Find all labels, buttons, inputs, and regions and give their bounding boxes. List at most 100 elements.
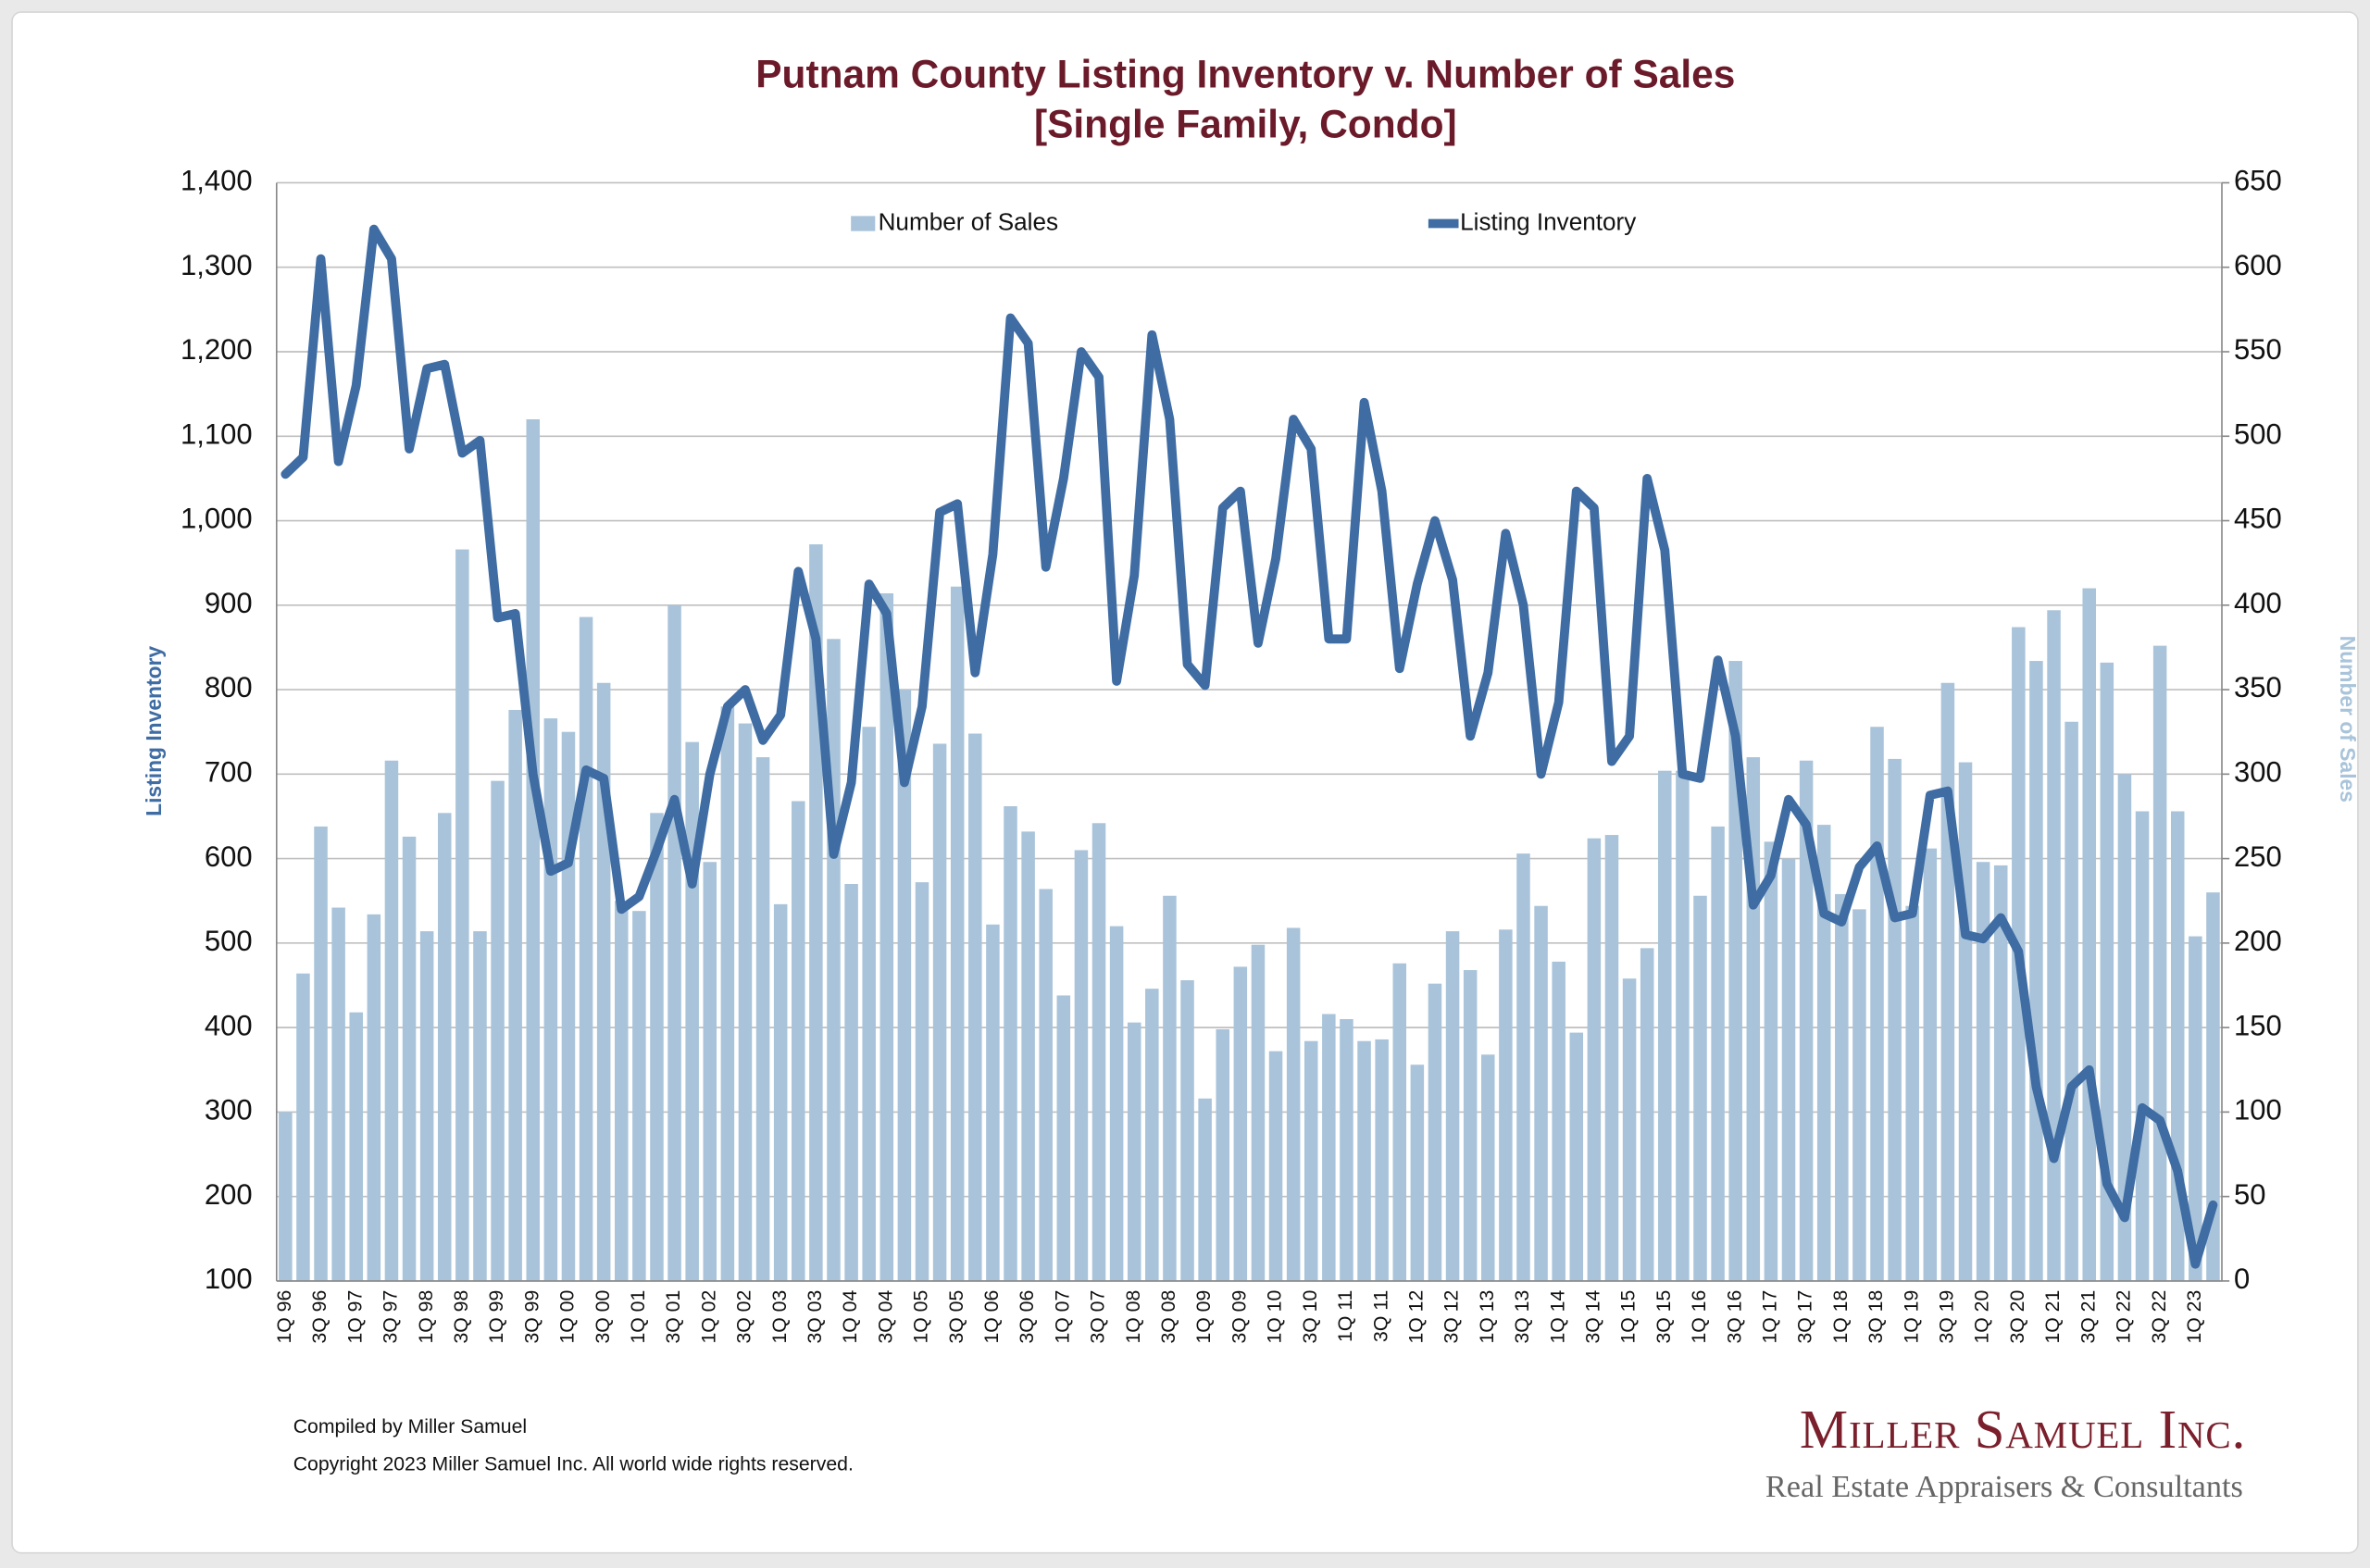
bar	[1499, 929, 1513, 1281]
x-tick-label: 1Q 98	[416, 1290, 437, 1344]
y-axis-title: Listing Inventory	[142, 646, 166, 816]
bar	[1552, 961, 1565, 1281]
y2-tick-label: 50	[2234, 1178, 2265, 1211]
bar	[1145, 989, 1159, 1281]
bar	[2029, 661, 2043, 1281]
x-tick-label: 3Q 17	[1795, 1290, 1816, 1344]
x-tick-label: 3Q 12	[1441, 1290, 1463, 1344]
bar	[1091, 823, 1106, 1281]
footer-compiled: Compiled by Miller Samuel	[293, 1416, 527, 1437]
y2-tick-label: 650	[2234, 165, 2282, 197]
x-tick-label: 3Q 99	[521, 1290, 543, 1344]
bar	[1357, 1040, 1371, 1281]
bar	[897, 690, 912, 1281]
x-tick-label: 3Q 07	[1088, 1290, 1109, 1344]
y-tick-label: 300	[205, 1094, 253, 1126]
x-tick-label: 3Q 98	[451, 1290, 472, 1344]
x-tick-label: 3Q 97	[380, 1290, 402, 1344]
legend-label: Listing Inventory	[1460, 207, 1636, 235]
x-tick-label: 1Q 03	[769, 1290, 791, 1344]
x-tick-label: 3Q 19	[1937, 1290, 1958, 1344]
bar	[526, 419, 541, 1281]
bar	[1463, 970, 1478, 1281]
x-tick-label: 1Q 09	[1193, 1290, 1215, 1344]
bar	[1268, 1051, 1283, 1281]
x-tick-label: 1Q 01	[628, 1290, 649, 1344]
y-tick-label: 600	[205, 840, 253, 873]
bar	[473, 931, 487, 1281]
bar	[2152, 645, 2167, 1281]
logo-tagline: Real Estate Appraisers & Consultants	[1765, 1469, 2243, 1504]
bar	[367, 914, 381, 1281]
bar	[1375, 1039, 1389, 1281]
y-tick-label: 1,100	[181, 417, 253, 450]
bar	[1322, 1014, 1336, 1281]
bar	[755, 757, 770, 1281]
bar	[1021, 831, 1035, 1281]
bar	[879, 593, 894, 1281]
bar	[703, 862, 717, 1281]
bar	[331, 907, 345, 1281]
y-tick-label: 1,300	[181, 249, 253, 281]
bar	[773, 903, 788, 1281]
x-tick-label: 1Q 07	[1052, 1290, 1073, 1344]
x-tick-label: 3Q 18	[1865, 1290, 1887, 1344]
x-tick-label: 1Q 17	[1760, 1290, 1781, 1344]
bar	[915, 882, 929, 1281]
bar	[2100, 662, 2114, 1281]
line	[281, 224, 2218, 1269]
x-tick-label: 3Q 01	[663, 1290, 684, 1344]
y-tick-label: 200	[205, 1178, 253, 1211]
x-tick-label: 1Q 13	[1477, 1290, 1498, 1344]
bar	[968, 733, 982, 1281]
bar	[1976, 862, 1990, 1281]
y2-tick-label: 550	[2234, 333, 2282, 366]
footer-copyright: Copyright 2023 Miller Samuel Inc. All wo…	[293, 1454, 854, 1475]
bar	[1039, 889, 1053, 1281]
bar	[1304, 1040, 1318, 1281]
bar	[1180, 980, 1194, 1281]
x-tick-label: 3Q 96	[309, 1290, 331, 1344]
y-tick-label: 1,400	[181, 165, 253, 197]
bar	[1163, 895, 1177, 1281]
bar	[314, 826, 328, 1281]
y-tick-label: 900	[205, 587, 253, 619]
bar	[1198, 1098, 1212, 1281]
bar	[419, 931, 434, 1281]
y2-tick-label: 500	[2234, 417, 2282, 450]
x-tick-label: 3Q 16	[1724, 1290, 1745, 1344]
x-tick-label: 3Q 11	[1370, 1290, 1391, 1342]
bar	[279, 1112, 293, 1281]
bar	[1781, 858, 1796, 1281]
legend-swatch	[851, 216, 876, 231]
legend-label: Number of Sales	[879, 207, 1059, 235]
bar	[1711, 826, 1725, 1281]
y2-tick-label: 350	[2234, 671, 2282, 703]
y2-tick-label: 150	[2234, 1009, 2282, 1041]
x-tick-label: 1Q 22	[2114, 1290, 2135, 1344]
x-tick-label: 1Q 00	[557, 1290, 579, 1344]
y-tick-label: 500	[205, 925, 253, 957]
bar	[2117, 774, 2132, 1281]
bar	[1340, 1018, 1353, 1281]
y2-tick-label: 300	[2234, 756, 2282, 789]
x-tick-label: 3Q 02	[734, 1290, 755, 1344]
x-tick-label: 1Q 10	[1265, 1290, 1286, 1344]
bar	[1445, 931, 1460, 1281]
bar	[1056, 995, 1071, 1281]
x-tick-label: 3Q 06	[1017, 1290, 1038, 1344]
bar	[543, 718, 558, 1281]
plot-area: 1002003004005006007008009001,0001,1001,2…	[181, 165, 2282, 1344]
bar	[1905, 905, 1919, 1281]
x-tick-label: 3Q 03	[805, 1290, 826, 1344]
bar	[2189, 936, 2202, 1281]
bar	[720, 706, 735, 1281]
x-tick-label: 1Q 14	[1547, 1290, 1568, 1344]
bar	[1233, 966, 1248, 1281]
bar	[1569, 1032, 1584, 1281]
bar	[1676, 770, 1690, 1281]
x-tick-label: 3Q 14	[1582, 1290, 1603, 1344]
bar	[1640, 948, 1654, 1281]
bar	[579, 616, 593, 1281]
x-tick-label: 1Q 97	[344, 1290, 366, 1344]
